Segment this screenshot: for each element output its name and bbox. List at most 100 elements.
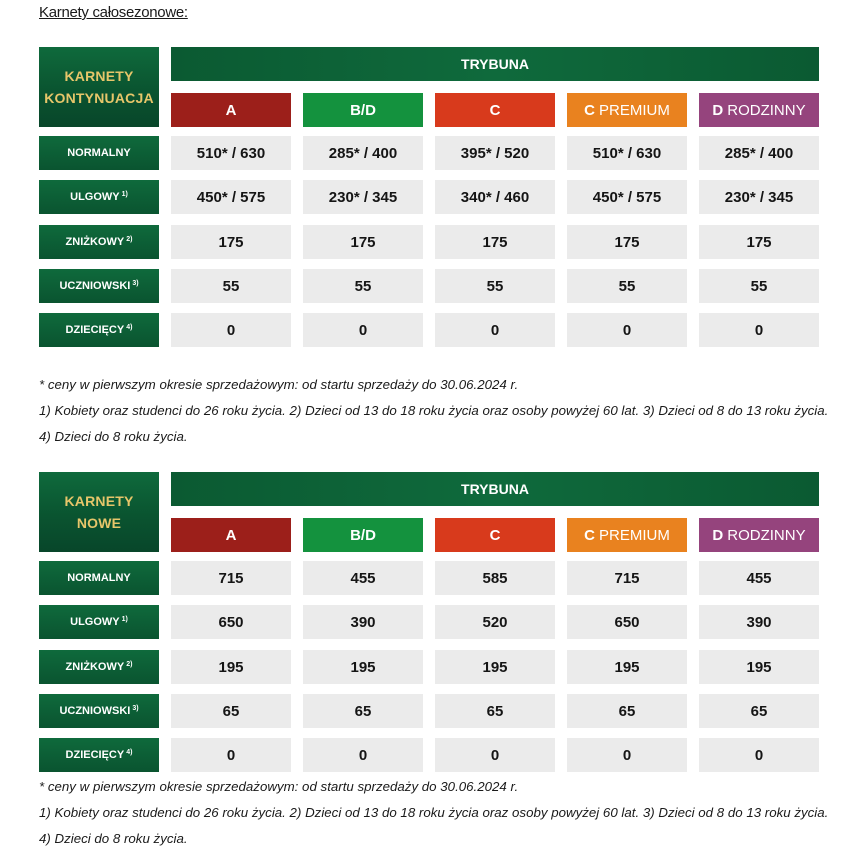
price-cell: 650 xyxy=(171,605,291,639)
corner-line: KARNETY xyxy=(64,493,134,509)
price-cell: 175 xyxy=(699,225,819,259)
price-cell: 55 xyxy=(567,269,687,303)
price-cell: 195 xyxy=(567,650,687,684)
row-label-text: DZIECIĘCY xyxy=(65,324,125,336)
row-label-text: UCZNIOWSKI xyxy=(59,280,131,292)
row-label-text: DZIECIĘCY xyxy=(65,749,125,761)
price-cell: 0 xyxy=(171,738,291,772)
price-cell: 195 xyxy=(699,650,819,684)
price-cell: 390 xyxy=(303,605,423,639)
page-heading[interactable]: Karnety całosezonowe: xyxy=(39,4,188,21)
row-label-footnote-mark: 1) xyxy=(121,190,128,198)
corner-line: KONTYNUACJA xyxy=(44,90,154,106)
row-label-footnote-mark: 4) xyxy=(126,323,133,331)
price-cell: 285* / 400 xyxy=(303,136,423,170)
price-cell: 450* / 575 xyxy=(567,180,687,214)
row-label-footnote-mark: 3) xyxy=(132,704,139,712)
column-header-bd: B/D xyxy=(303,93,423,127)
price-cell: 230* / 345 xyxy=(699,180,819,214)
price-cell: 650 xyxy=(567,605,687,639)
price-cell: 715 xyxy=(567,561,687,595)
price-cell: 175 xyxy=(435,225,555,259)
price-cell: 65 xyxy=(171,694,291,728)
price-cell: 65 xyxy=(435,694,555,728)
price-cell: 285* / 400 xyxy=(699,136,819,170)
column-header-main: C xyxy=(489,101,501,119)
column-header-main: A xyxy=(225,526,237,544)
price-cell: 510* / 630 xyxy=(567,136,687,170)
row-label-footnote-mark: 2) xyxy=(126,235,133,243)
price-cell: 0 xyxy=(171,313,291,347)
column-header-sub: RODZINNY xyxy=(727,101,806,119)
column-header-bd: B/D xyxy=(303,518,423,552)
footnote-legend: 1) Kobiety oraz studenci do 26 roku życi… xyxy=(39,403,829,444)
row-label-uczniowski: UCZNIOWSKI 3) xyxy=(39,694,159,728)
row-label-footnote-mark: 1) xyxy=(121,615,128,623)
stand-header: TRYBUNA xyxy=(171,472,819,506)
price-cell: 0 xyxy=(699,313,819,347)
row-label-dzieciecy: DZIECIĘCY 4) xyxy=(39,313,159,347)
row-label-text: UCZNIOWSKI xyxy=(59,705,131,717)
column-header-a: A xyxy=(171,518,291,552)
price-table-continuation: KARNETY KONTYNUACJA TRYBUNA A B/D C C PREMIUM D R… xyxy=(39,47,819,351)
row-label-text: NORMALNY xyxy=(67,147,131,159)
footnote-star: * ceny w pierwszym okresie sprzedażowym:… xyxy=(39,377,519,392)
column-header-d-rodzinny: D RODZINNY xyxy=(699,93,819,127)
row-label-text: NORMALNY xyxy=(67,572,131,584)
price-cell: 510* / 630 xyxy=(171,136,291,170)
price-cell: 195 xyxy=(303,650,423,684)
column-header-main: C xyxy=(584,101,595,119)
table-corner-title: KARNETY NOWE xyxy=(39,472,159,552)
price-cell: 0 xyxy=(567,313,687,347)
price-cell: 520 xyxy=(435,605,555,639)
row-label-text: ULGOWY xyxy=(70,191,120,203)
column-header-c-premium: C PREMIUM xyxy=(567,518,687,552)
row-label-ulgowy: ULGOWY 1) xyxy=(39,605,159,639)
price-cell: 0 xyxy=(435,313,555,347)
price-cell: 455 xyxy=(303,561,423,595)
price-cell: 0 xyxy=(567,738,687,772)
column-header-sub: PREMIUM xyxy=(599,526,670,544)
column-header-c: C xyxy=(435,93,555,127)
price-cell: 395* / 520 xyxy=(435,136,555,170)
price-cell: 55 xyxy=(171,269,291,303)
price-cell: 0 xyxy=(699,738,819,772)
price-cell: 65 xyxy=(303,694,423,728)
column-header-c: C xyxy=(435,518,555,552)
price-cell: 55 xyxy=(435,269,555,303)
corner-line: KARNETY xyxy=(64,68,134,84)
row-label-normalny: NORMALNY xyxy=(39,136,159,170)
price-cell: 0 xyxy=(435,738,555,772)
row-label-normalny: NORMALNY xyxy=(39,561,159,595)
column-header-main: C xyxy=(489,526,501,544)
price-cell: 65 xyxy=(567,694,687,728)
price-cell: 55 xyxy=(303,269,423,303)
price-cell: 450* / 575 xyxy=(171,180,291,214)
row-label-text: ZNIŻKOWY xyxy=(65,661,125,673)
price-cell: 340* / 460 xyxy=(435,180,555,214)
price-cell: 175 xyxy=(567,225,687,259)
row-label-znizkowy: ZNIŻKOWY 2) xyxy=(39,225,159,259)
stand-header: TRYBUNA xyxy=(171,47,819,81)
price-cell: 455 xyxy=(699,561,819,595)
column-header-a: A xyxy=(171,93,291,127)
row-label-dzieciecy: DZIECIĘCY 4) xyxy=(39,738,159,772)
price-cell: 65 xyxy=(699,694,819,728)
table-corner-title: KARNETY KONTYNUACJA xyxy=(39,47,159,127)
column-header-main: B/D xyxy=(350,526,376,544)
column-header-main: C xyxy=(584,526,595,544)
row-label-footnote-mark: 2) xyxy=(126,660,133,668)
price-cell: 585 xyxy=(435,561,555,595)
price-table-new: KARNETY NOWE TRYBUNA A B/D C C PREMIUM D RODZINNY… xyxy=(39,472,819,776)
price-cell: 55 xyxy=(699,269,819,303)
price-cell: 230* / 345 xyxy=(303,180,423,214)
row-label-znizkowy: ZNIŻKOWY 2) xyxy=(39,650,159,684)
column-header-d-rodzinny: D RODZINNY xyxy=(699,518,819,552)
price-cell: 0 xyxy=(303,738,423,772)
footnote-legend: 1) Kobiety oraz studenci do 26 roku życi… xyxy=(39,805,829,846)
price-cell: 175 xyxy=(303,225,423,259)
row-label-text: ZNIŻKOWY xyxy=(65,236,125,248)
column-header-main: D xyxy=(712,526,724,544)
column-header-main: B/D xyxy=(350,101,376,119)
column-header-sub: PREMIUM xyxy=(599,101,670,119)
